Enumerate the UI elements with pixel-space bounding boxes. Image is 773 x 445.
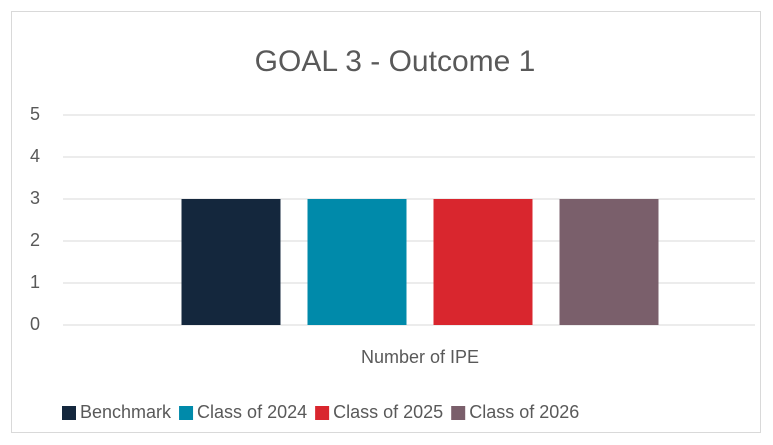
legend-swatch	[315, 406, 330, 420]
legend-label: Class of 2024	[197, 402, 307, 422]
y-tick-label: 3	[30, 188, 40, 208]
x-tick-label: Number of IPE	[361, 347, 479, 367]
chart-title: GOAL 3 - Outcome 1	[255, 45, 536, 78]
y-tick-label: 5	[30, 104, 40, 124]
legend-label: Class of 2025	[333, 402, 443, 422]
legend-label: Benchmark	[80, 402, 172, 422]
bar	[307, 199, 407, 325]
bar	[181, 199, 281, 325]
legend-swatch	[451, 406, 466, 420]
y-tick-label: 0	[30, 314, 40, 334]
bar	[433, 199, 533, 325]
legend-label: Class of 2026	[469, 402, 579, 422]
bar	[559, 199, 659, 325]
y-tick-label: 1	[30, 272, 40, 292]
y-tick-label: 4	[30, 146, 40, 166]
legend-swatch	[62, 406, 76, 420]
y-tick-label: 2	[30, 230, 40, 250]
legend-swatch	[179, 406, 194, 420]
